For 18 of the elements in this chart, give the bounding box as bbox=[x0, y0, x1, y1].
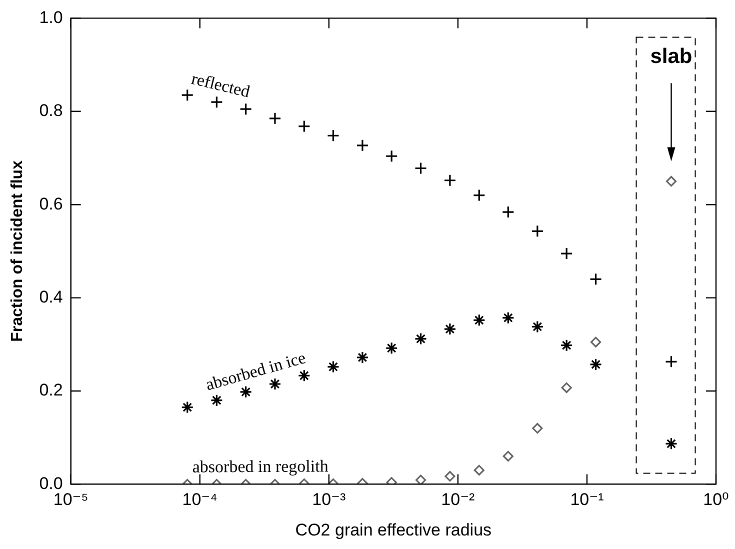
y-tick-label: 1.0 bbox=[39, 8, 63, 27]
text: reflected bbox=[190, 68, 252, 102]
x-axis-title: CO2 grain effective radius bbox=[295, 520, 492, 540]
series-label: absorbed in regolith bbox=[192, 456, 329, 476]
y-tick-label: 0.2 bbox=[39, 380, 63, 400]
x-tick-label: 10⁻¹ bbox=[570, 490, 604, 510]
text: absorbed in ice bbox=[204, 348, 308, 394]
x-tick-label: 10⁻⁴ bbox=[182, 490, 218, 510]
y-tick-label: 0.4 bbox=[39, 287, 63, 306]
y-axis-title: Fraction of incident flux bbox=[9, 160, 26, 342]
x-tick-label: 10⁻³ bbox=[312, 490, 346, 510]
x-tick-label: 10⁻⁵ bbox=[53, 490, 88, 510]
y-tick-label: 0.0 bbox=[39, 474, 63, 493]
annotation: slab bbox=[650, 44, 692, 68]
x-tick-label: 10⁻² bbox=[441, 490, 476, 510]
x-tick-label: 10⁰ bbox=[703, 490, 730, 510]
y-tick-label: 0.8 bbox=[39, 101, 63, 120]
y-tick-label: 0.6 bbox=[39, 194, 63, 214]
